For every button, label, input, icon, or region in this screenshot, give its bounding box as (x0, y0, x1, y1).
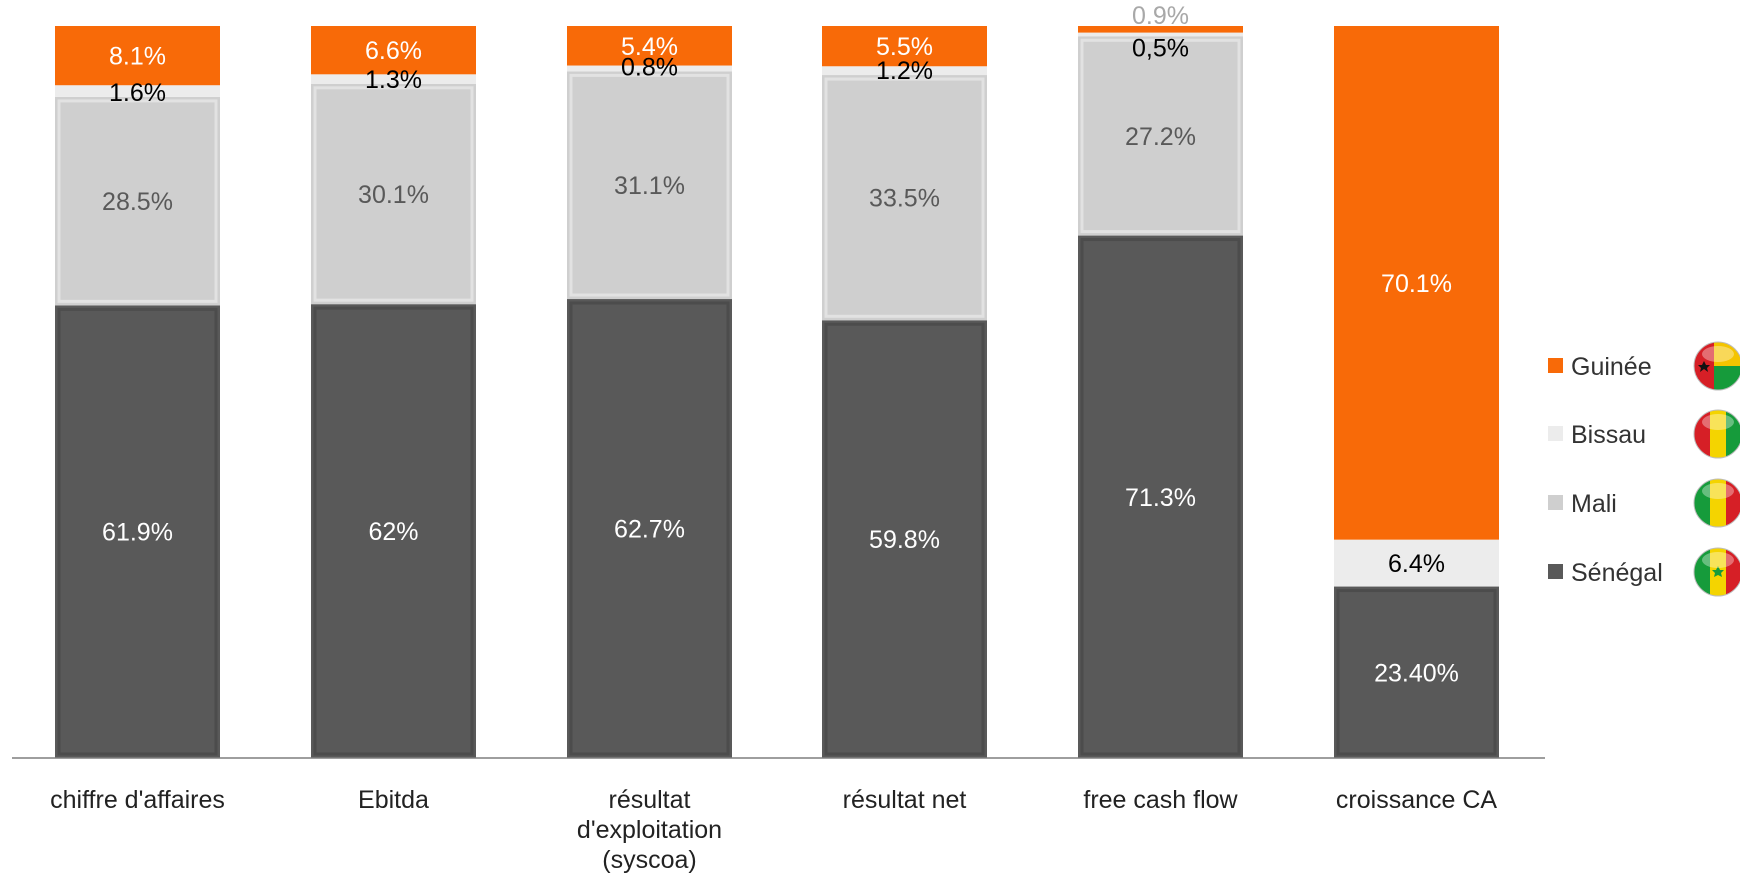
bar-segment-sngal (1334, 586, 1499, 758)
bar-segment-mali (311, 83, 476, 305)
legend: Guinée Bissau Mali Sénégal (1548, 341, 1740, 597)
bar-segment-sngal (567, 299, 732, 758)
legend-item: Sénégal (1548, 547, 1740, 597)
bar-segment-guine (567, 26, 732, 66)
data-label: 0,5% (1132, 35, 1189, 63)
data-label: 71.3% (1125, 484, 1196, 512)
category-label: chiffre d'affaires (50, 786, 225, 814)
category-label: croissance CA (1336, 786, 1497, 814)
data-label: 1.6% (109, 79, 166, 107)
senegal-flag-icon (1693, 547, 1740, 597)
bar-segment-frame (57, 307, 218, 756)
bar-segment-sngal (55, 305, 220, 758)
data-label: 27.2% (1125, 123, 1196, 151)
legend-label: Mali (1571, 490, 1617, 518)
bar-segment-frame (569, 301, 730, 756)
bar-segment-sngal (822, 320, 987, 758)
mali-flag-icon (1693, 478, 1740, 528)
data-label: 8.1% (109, 43, 166, 71)
bar-segment-frame (569, 73, 730, 297)
bar-segment-frame (1336, 589, 1497, 756)
bar-segment-mali (567, 71, 732, 300)
category-label: Ebitda (358, 786, 429, 814)
bar-segment-frame (1080, 38, 1241, 234)
data-label: 62% (368, 518, 418, 546)
bar-stack (822, 26, 987, 758)
bar-segment-guine (55, 26, 220, 86)
legend-swatch (1548, 495, 1563, 510)
legend-label: Bissau (1571, 421, 1646, 449)
data-label: 28.5% (102, 188, 173, 216)
bar-segment-frame (313, 86, 474, 302)
data-label: 23.40% (1374, 659, 1459, 687)
legend-item: Mali (1548, 478, 1740, 528)
data-label: 59.8% (869, 526, 940, 554)
bar-segment-frame (824, 77, 985, 318)
legend-swatch (1548, 358, 1563, 373)
legend-item: Guinée (1548, 341, 1740, 391)
bar-segment-bissau (822, 66, 987, 76)
bar-segment-sngal (311, 304, 476, 758)
bars-layer (55, 26, 1499, 759)
bar-segment-bissau (55, 85, 220, 97)
legend-swatch (1548, 426, 1563, 441)
bar-segment-guine (1078, 26, 1243, 33)
data-label: 1.3% (365, 66, 422, 94)
data-label: 1.2% (876, 57, 933, 85)
bar-segment-mali (55, 96, 220, 306)
data-label: 70.1% (1381, 270, 1452, 298)
bar-segment-mali (822, 75, 987, 321)
data-label: 33.5% (869, 185, 940, 213)
category-label: free cash flow (1083, 786, 1238, 814)
bar-stack (1078, 26, 1243, 759)
bar-segment-guine (822, 26, 987, 67)
bar-stack (55, 26, 220, 758)
bar-segment-frame (57, 99, 218, 303)
bar-segment-guine (311, 26, 476, 75)
legend-label: Sénégal (1571, 559, 1663, 587)
bar-segment-bissau (1078, 32, 1243, 37)
legend-item: Bissau (1548, 409, 1740, 459)
category-label: résultat net (843, 786, 967, 814)
bar-segment-frame (824, 322, 985, 756)
bar-segment-mali (1078, 36, 1243, 236)
data-label: 5.5% (876, 33, 933, 61)
bar-segment-bissau (311, 74, 476, 84)
guinea-bissau-flag-icon (1693, 341, 1740, 391)
bar-segment-frame (1080, 238, 1241, 756)
legend-label: Guinée (1571, 353, 1652, 381)
data-label: 31.1% (614, 172, 685, 200)
data-label: 61.9% (102, 519, 173, 547)
bar-segment-bissau (567, 65, 732, 72)
data-label: 6.4% (1388, 550, 1445, 578)
bar-stack (311, 26, 476, 758)
data-label: 6.6% (365, 37, 422, 65)
data-label: 30.1% (358, 181, 429, 209)
category-labels: chiffre d'affaires Ebitda résultat d'exploi… (50, 786, 1497, 874)
bar-stack (1334, 26, 1499, 758)
guinea-flag-icon (1693, 409, 1740, 459)
data-label: 5.4% (621, 33, 678, 61)
bar-segment-bissau (1334, 539, 1499, 587)
data-label: 0.8% (621, 53, 678, 81)
bar-stack (567, 26, 732, 758)
category-label: résultat d'exploitation (syscoa) (577, 786, 722, 874)
bar-segment-frame (313, 306, 474, 756)
bar-segment-sngal (1078, 235, 1243, 759)
data-labels: 61.9% 28.5% 1.6% 8.1% 62% 30.1% 1.3%6.6% 62.7% 3… (102, 2, 1459, 687)
data-label: 62.7% (614, 516, 685, 544)
data-label: 0.9% (1132, 2, 1189, 30)
bar-segment-guine (1334, 26, 1499, 540)
legend-swatch (1548, 564, 1563, 579)
